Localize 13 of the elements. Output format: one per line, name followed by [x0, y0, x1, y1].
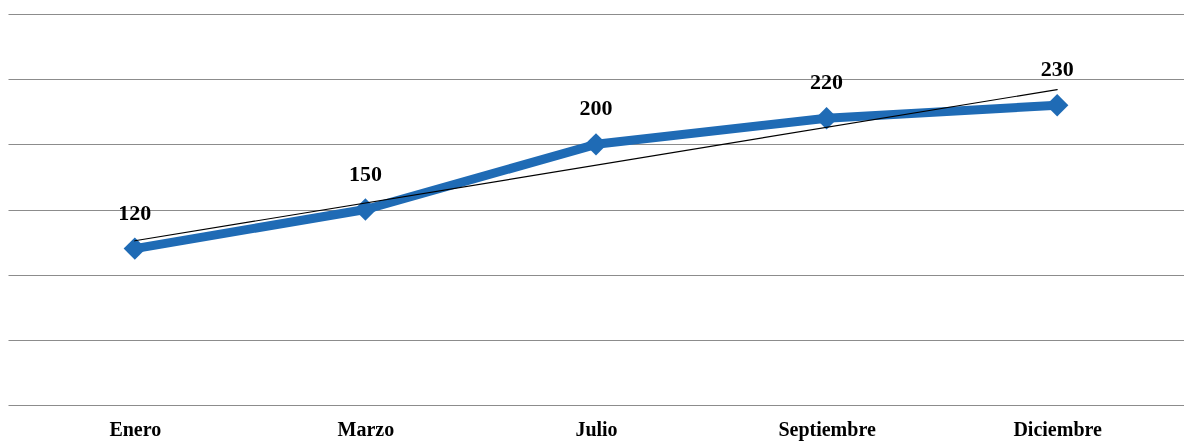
- data-label: 230: [1040, 56, 1074, 82]
- x-tick-label: Diciembre: [1013, 417, 1103, 440]
- x-tick-label: Julio: [575, 417, 618, 440]
- point: [354, 198, 377, 221]
- x-tick-label: Marzo: [337, 417, 395, 440]
- x-tick-label: Enero: [109, 417, 162, 440]
- data-label: 220: [810, 69, 844, 95]
- data-label: 200: [579, 95, 613, 121]
- x-tick-label: Septiembre: [778, 417, 876, 441]
- data-label: 150: [348, 160, 382, 186]
- point: [1046, 94, 1069, 117]
- data-label: 120: [118, 199, 152, 225]
- point: [123, 237, 146, 260]
